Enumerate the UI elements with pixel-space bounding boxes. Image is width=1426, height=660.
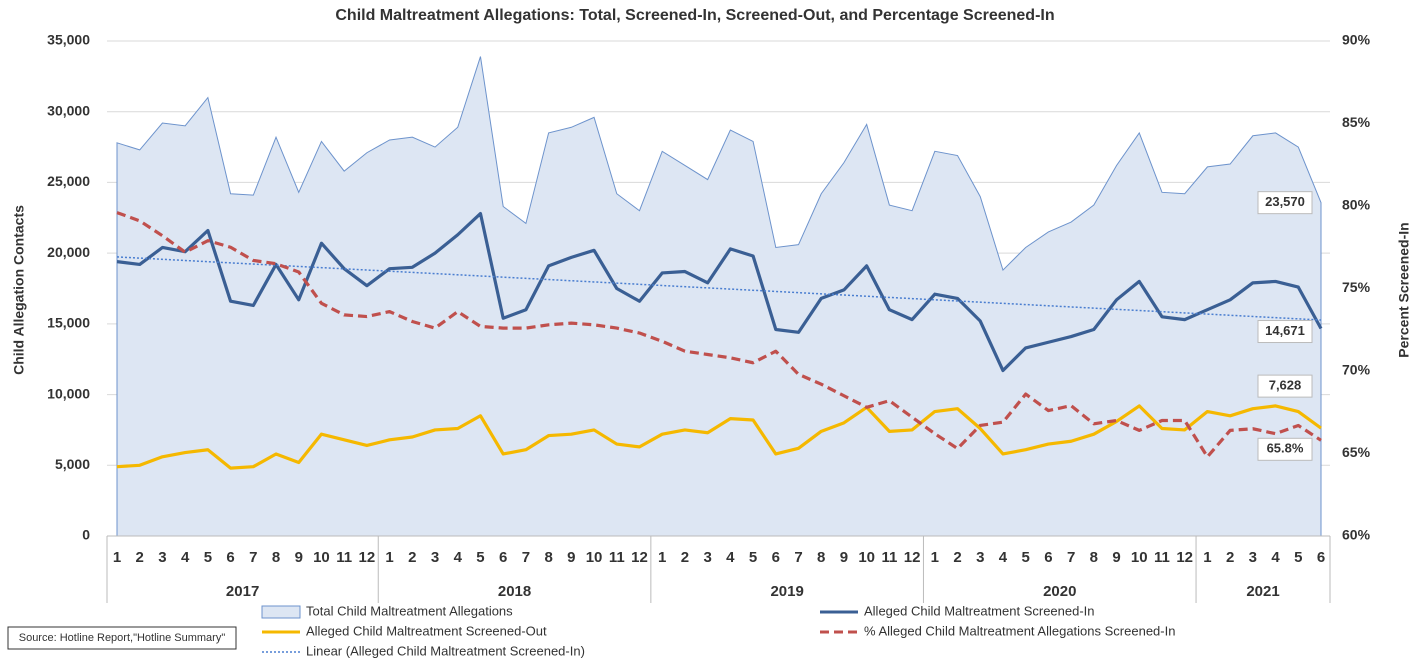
x-group-label: 2018 xyxy=(498,583,531,600)
y2-tick-label: 65% xyxy=(1342,444,1371,460)
x-tick-label: 10 xyxy=(313,549,330,566)
line xyxy=(116,211,1322,459)
x-tick-label: 5 xyxy=(1294,549,1302,566)
y-axis-title: Child Allegation Contacts xyxy=(11,205,27,375)
y2-axis-title: Percent Screened-In xyxy=(1396,222,1412,357)
x-tick-label: 4 xyxy=(1271,549,1280,566)
x-tick-label: 4 xyxy=(181,549,190,566)
x-tick-label: 12 xyxy=(631,549,648,566)
x-tick-label: 11 xyxy=(336,549,352,566)
y-tick-label: 10,000 xyxy=(47,385,90,401)
x-tick-label: 3 xyxy=(976,549,984,566)
x-tick-label: 12 xyxy=(1176,549,1193,566)
data-label: 23,570 xyxy=(1265,194,1305,209)
line xyxy=(116,211,1323,373)
x-tick-label: 6 xyxy=(772,549,780,566)
x-tick-label: 6 xyxy=(226,549,234,566)
x-tick-label: 9 xyxy=(840,549,848,566)
x-tick-label: 7 xyxy=(1067,549,1075,566)
x-tick-label: 1 xyxy=(1203,549,1211,566)
x-tick-label: 6 xyxy=(1317,549,1325,566)
area xyxy=(116,56,1322,537)
data-label: 7,628 xyxy=(1269,378,1302,393)
x-tick-label: 4 xyxy=(726,549,735,566)
x-tick-label: 12 xyxy=(359,549,376,566)
y2-tick-label: 80% xyxy=(1342,197,1371,213)
x-tick-label: 1 xyxy=(385,549,393,566)
x-tick-label: 12 xyxy=(904,549,921,566)
data-label-box xyxy=(1257,374,1313,398)
x-tick-label: 6 xyxy=(499,549,507,566)
chart-title: Child Maltreatment Allegations: Total, S… xyxy=(335,7,1054,24)
y2-tick-label: 75% xyxy=(1342,279,1371,295)
x-tick-label: 1 xyxy=(658,549,666,566)
y2-tick-label: 90% xyxy=(1342,32,1371,48)
x-tick-label: 9 xyxy=(567,549,575,566)
y-tick-label: 20,000 xyxy=(47,244,90,260)
legend-label: % Alleged Child Maltreatment Allegations… xyxy=(864,623,1175,638)
legend-label: Linear (Alleged Child Maltreatment Scree… xyxy=(306,643,585,658)
y-tick-label: 0 xyxy=(82,527,90,543)
x-tick-label: 5 xyxy=(476,549,484,566)
x-tick-label: 2 xyxy=(681,549,689,566)
y-tick-label: 30,000 xyxy=(47,102,90,118)
y-tick-label: 5,000 xyxy=(55,456,90,472)
x-group-label: 2021 xyxy=(1246,583,1279,600)
x-tick-label: 8 xyxy=(272,549,280,566)
x-tick-label: 3 xyxy=(1249,549,1257,566)
x-tick-label: 3 xyxy=(431,549,439,566)
x-tick-label: 6 xyxy=(1044,549,1052,566)
legend-label: Total Child Maltreatment Allegations xyxy=(306,603,513,618)
data-label-box xyxy=(1257,191,1313,215)
legend-swatch xyxy=(261,605,301,619)
x-tick-label: 9 xyxy=(295,549,303,566)
x-tick-label: 2 xyxy=(1226,549,1234,566)
y-tick-label: 25,000 xyxy=(47,173,90,189)
x-tick-label: 3 xyxy=(703,549,711,566)
data-label: 14,671 xyxy=(1265,323,1305,338)
legend-label: Alleged Child Maltreatment Screened-Out xyxy=(306,623,547,638)
x-tick-label: 11 xyxy=(609,549,625,566)
x-tick-label: 3 xyxy=(158,549,166,566)
trendline xyxy=(116,256,1322,321)
x-tick-label: 10 xyxy=(586,549,603,566)
x-tick-label: 1 xyxy=(113,549,121,566)
x-group-label: 2017 xyxy=(226,583,259,600)
x-tick-label: 5 xyxy=(749,549,757,566)
x-group-label: 2020 xyxy=(1043,583,1076,600)
x-tick-label: 4 xyxy=(999,549,1008,566)
y2-tick-label: 70% xyxy=(1342,362,1371,378)
x-tick-label: 11 xyxy=(1154,549,1170,566)
legend-label: Alleged Child Maltreatment Screened-In xyxy=(864,603,1095,618)
x-tick-label: 8 xyxy=(544,549,552,566)
x-tick-label: 7 xyxy=(249,549,257,566)
x-tick-label: 2 xyxy=(136,549,144,566)
x-tick-label: 2 xyxy=(408,549,416,566)
x-tick-label: 4 xyxy=(454,549,463,566)
x-tick-label: 8 xyxy=(817,549,825,566)
x-tick-label: 9 xyxy=(1112,549,1120,566)
line xyxy=(116,404,1322,470)
data-label-box xyxy=(1257,320,1313,344)
x-tick-label: 1 xyxy=(931,549,939,566)
x-group-label: 2019 xyxy=(770,583,803,600)
data-label-box xyxy=(1257,437,1313,461)
y-tick-label: 15,000 xyxy=(47,315,90,331)
x-tick-label: 11 xyxy=(881,549,897,566)
data-label: 65.8% xyxy=(1267,441,1304,456)
x-tick-label: 8 xyxy=(1090,549,1098,566)
x-tick-label: 10 xyxy=(858,549,875,566)
y2-tick-label: 60% xyxy=(1342,527,1371,543)
source-note: Source: Hotline Report,"Hotline Summary" xyxy=(19,632,226,644)
x-tick-label: 10 xyxy=(1131,549,1148,566)
x-tick-label: 7 xyxy=(794,549,802,566)
y2-tick-label: 85% xyxy=(1342,114,1371,130)
x-tick-label: 7 xyxy=(522,549,530,566)
y-tick-label: 35,000 xyxy=(47,32,90,48)
x-tick-label: 2 xyxy=(953,549,961,566)
source-box xyxy=(7,626,237,650)
x-tick-label: 5 xyxy=(1022,549,1030,566)
x-tick-label: 5 xyxy=(204,549,212,566)
